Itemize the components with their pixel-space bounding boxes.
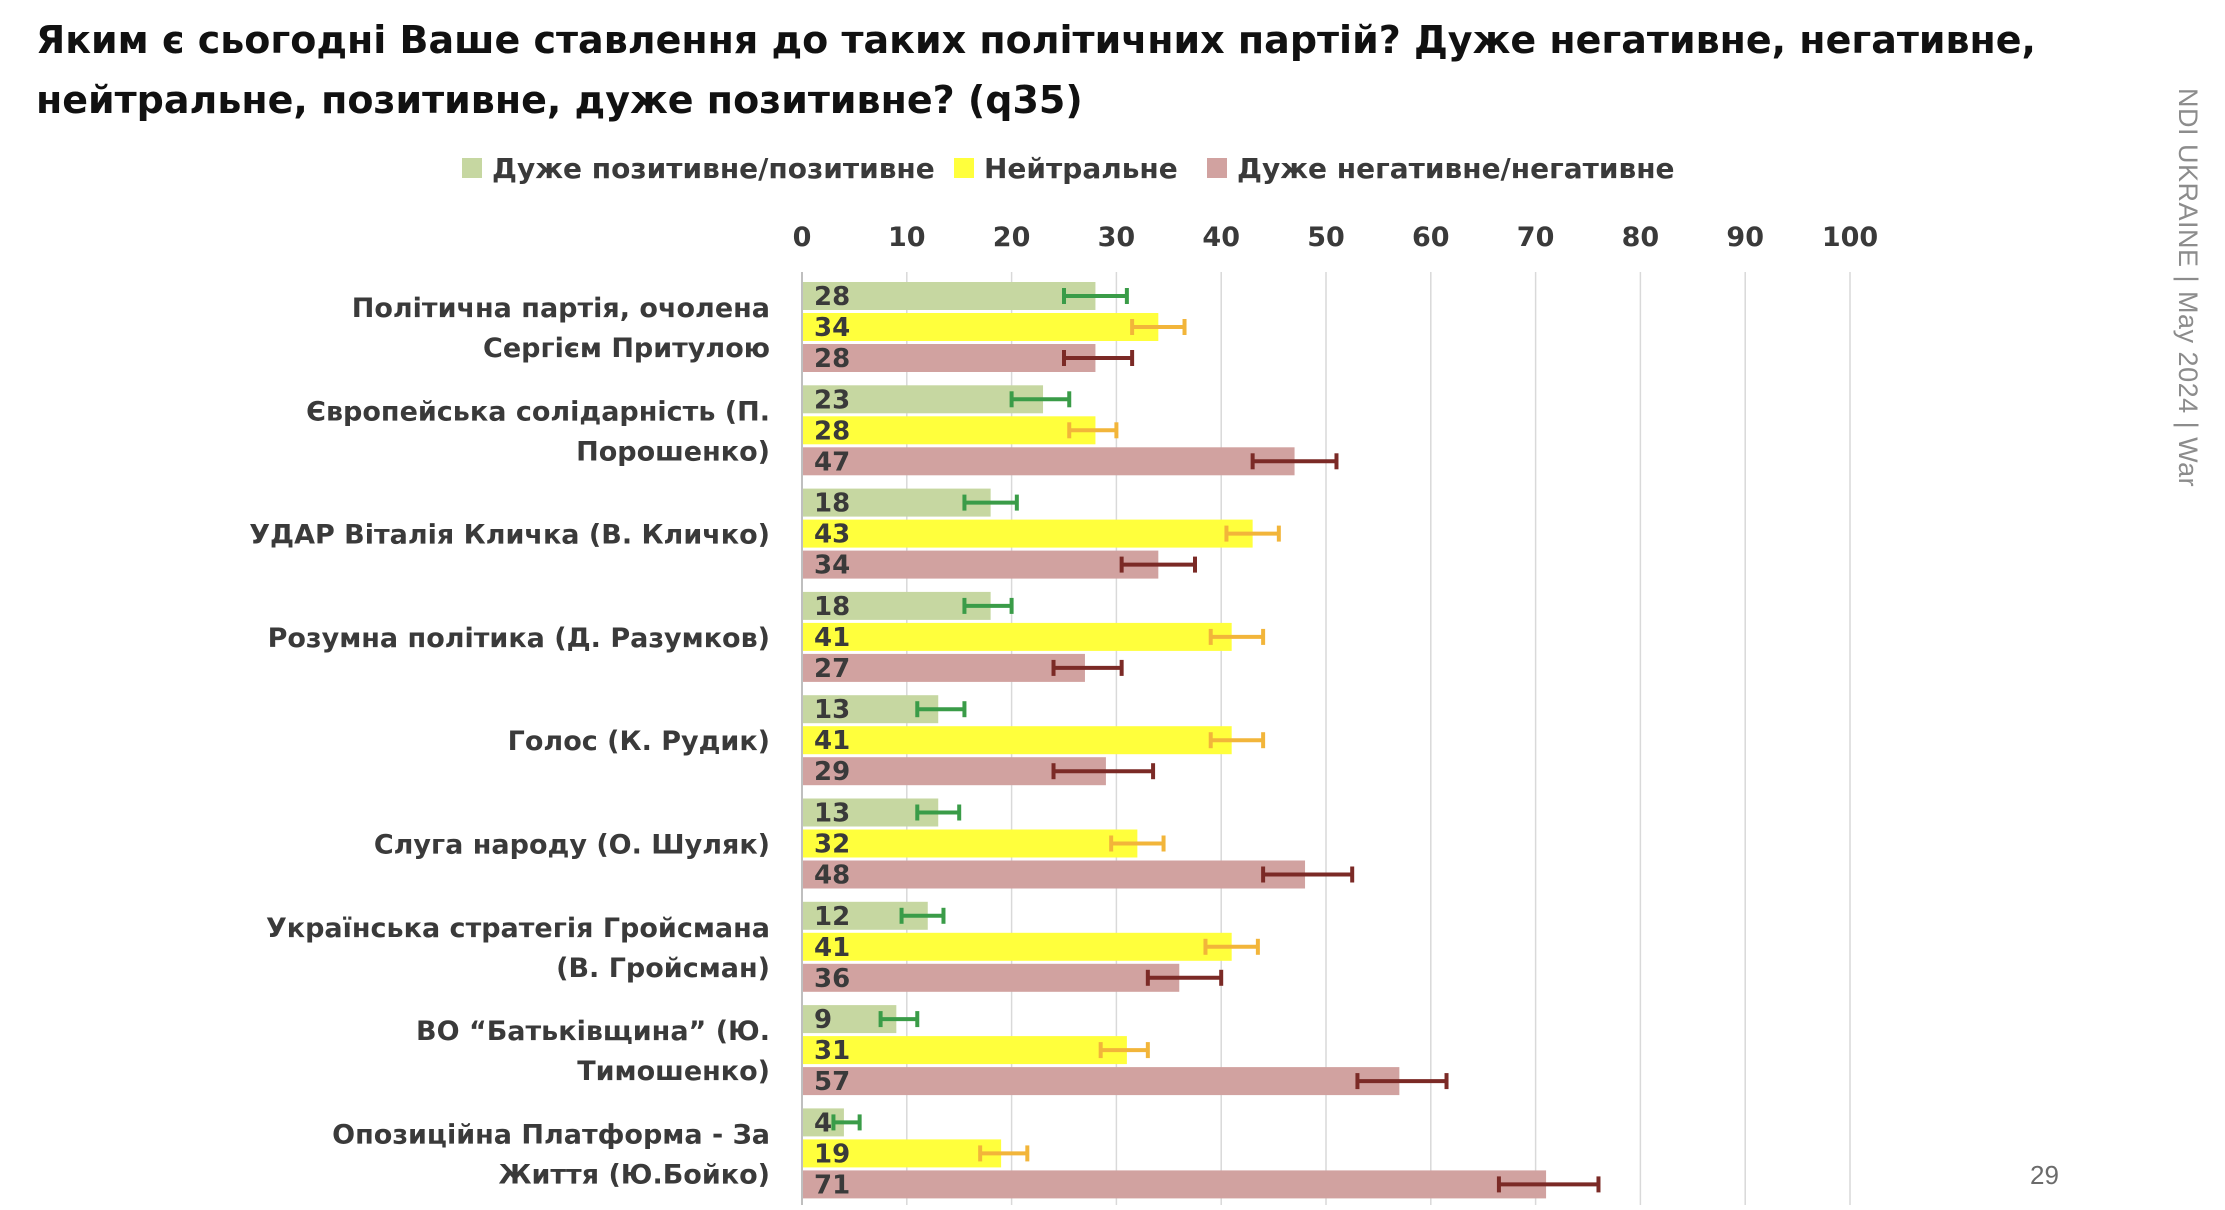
- category-label: Політична партія, очолена: [352, 293, 770, 324]
- data-label: 57: [814, 1067, 850, 1097]
- category-label: Українська стратегія Гройсмана: [266, 913, 770, 944]
- legend-swatch-positive: [462, 158, 482, 178]
- data-label: 32: [814, 830, 850, 860]
- bar: [802, 860, 1306, 889]
- bar: [802, 653, 1085, 682]
- x-tick-label: 30: [1098, 222, 1136, 253]
- chart-title: Яким є сьогодні Ваше ставлення до таких …: [36, 10, 2086, 130]
- x-tick-label: 20: [993, 222, 1031, 253]
- bar: [802, 282, 1096, 310]
- bar: [802, 932, 1232, 961]
- data-label: 4: [814, 1108, 832, 1138]
- legend-item-negative: Дуже негативне/негативне: [1207, 148, 1675, 188]
- category-label: ВО “Батьківщина” (Ю.: [416, 1016, 770, 1047]
- category-label: Слуга народу (О. Шуляк): [374, 830, 770, 861]
- bar: [802, 1139, 1002, 1168]
- data-label: 23: [814, 385, 850, 415]
- x-tick-label: 80: [1622, 222, 1660, 253]
- category-label: Сергієм Притулою: [483, 333, 770, 364]
- data-label: 18: [814, 489, 850, 519]
- x-tick-label: 100: [1822, 222, 1878, 253]
- data-label: 34: [814, 551, 850, 581]
- page-number: 29: [2030, 1160, 2059, 1190]
- x-tick-label: 70: [1517, 222, 1555, 253]
- data-label: 9: [814, 1005, 832, 1035]
- legend: Дуже позитивне/позитивне Нейтральне Дуже…: [0, 148, 2225, 188]
- bar: [802, 550, 1159, 579]
- bar: [802, 622, 1232, 651]
- category-label: (В. Гройсман): [556, 953, 770, 984]
- legend-item-positive: Дуже позитивне/позитивне: [462, 148, 935, 188]
- category-label: Розумна політика (Д. Разумков): [268, 623, 770, 654]
- bar: [802, 726, 1232, 755]
- bar: [802, 488, 991, 517]
- x-tick-label: 40: [1202, 222, 1240, 253]
- bar: [802, 829, 1138, 858]
- data-label: 13: [814, 695, 850, 725]
- bar: [802, 591, 991, 620]
- data-label: 13: [814, 799, 850, 829]
- data-label: 18: [814, 592, 850, 622]
- bar: [802, 447, 1295, 476]
- category-label: Опозиційна Платформа - За: [332, 1119, 770, 1150]
- bar: [802, 1170, 1547, 1199]
- data-label: 43: [814, 520, 850, 550]
- data-label: 41: [814, 726, 850, 756]
- data-label: 41: [814, 933, 850, 963]
- legend-swatch-negative: [1207, 158, 1227, 178]
- side-note: NDI UKRAINE | May 2024 | War: [2173, 88, 2203, 488]
- data-label: 27: [814, 654, 850, 684]
- data-label: 31: [814, 1036, 850, 1066]
- data-label: 12: [814, 902, 850, 932]
- x-tick-label: 10: [888, 222, 926, 253]
- category-label: Тимошенко): [577, 1056, 770, 1087]
- category-label: Порошенко): [576, 436, 770, 467]
- x-tick-label: 0: [793, 222, 812, 253]
- bar: [802, 963, 1180, 992]
- x-tick-label: 90: [1726, 222, 1764, 253]
- x-tick-label: 60: [1412, 222, 1450, 253]
- data-label: 34: [814, 313, 850, 343]
- bar: [802, 1036, 1127, 1065]
- data-label: 28: [814, 344, 850, 374]
- bar: [802, 385, 1044, 414]
- bar: [802, 519, 1253, 548]
- legend-label-negative: Дуже негативне/негативне: [1237, 151, 1675, 185]
- legend-swatch-neutral: [954, 158, 974, 178]
- legend-label-positive: Дуже позитивне/позитивне: [492, 151, 935, 185]
- data-label: 29: [814, 757, 850, 787]
- data-label: 41: [814, 623, 850, 653]
- x-tick-label: 50: [1307, 222, 1345, 253]
- data-label: 47: [814, 447, 850, 477]
- data-label: 28: [814, 282, 850, 312]
- category-label: Життя (Ю.Бойко): [498, 1159, 770, 1190]
- data-label: 48: [814, 861, 850, 891]
- legend-item-neutral: Нейтральне: [954, 148, 1178, 188]
- bar: [802, 344, 1096, 372]
- bar: [802, 416, 1096, 445]
- title-line-2: нейтральне, позитивне, дуже позитивне? (…: [36, 78, 1083, 122]
- bar: [802, 313, 1159, 341]
- bar: [802, 1067, 1400, 1096]
- data-label: 36: [814, 964, 850, 994]
- category-label: Голос (К. Рудик): [508, 726, 770, 757]
- data-label: 19: [814, 1139, 850, 1169]
- data-label: 71: [814, 1170, 850, 1200]
- data-label: 28: [814, 416, 850, 446]
- category-label: Європейська солідарність (П.: [306, 396, 770, 427]
- category-label: УДАР Віталія Кличка (В. Кличко): [249, 520, 770, 551]
- title-line-1: Яким є сьогодні Ваше ставлення до таких …: [36, 18, 2036, 62]
- legend-label-neutral: Нейтральне: [984, 151, 1178, 185]
